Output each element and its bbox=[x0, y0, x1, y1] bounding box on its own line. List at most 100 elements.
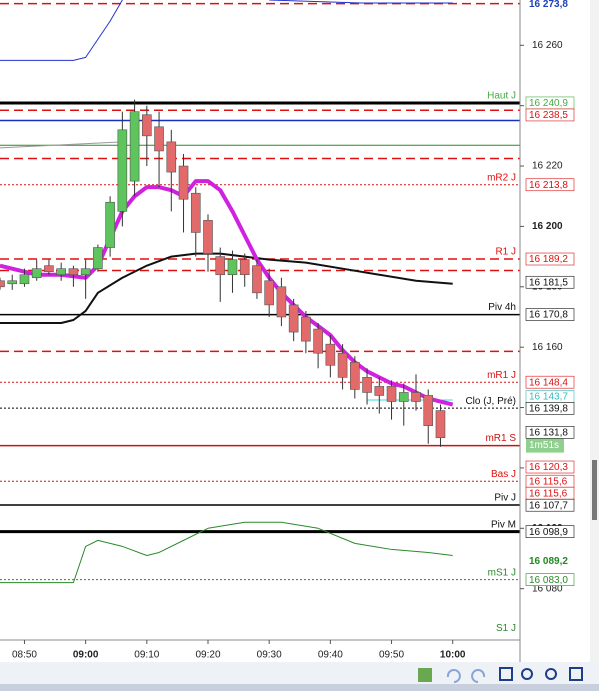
price-tag-label: 16 131,8 bbox=[529, 427, 568, 438]
toolbar bbox=[0, 662, 599, 691]
price-tag-label: 16 098,9 bbox=[529, 527, 568, 538]
price-tag-label: 16 240,9 bbox=[529, 98, 568, 109]
price-tag bbox=[526, 0, 594, 13]
candle-body bbox=[142, 114, 152, 137]
price-tag bbox=[525, 426, 575, 439]
candle-body bbox=[276, 286, 287, 318]
level-name: mR2 J bbox=[487, 172, 516, 183]
candle-body bbox=[398, 392, 409, 402]
price-tag-label: 16 115,6 bbox=[529, 476, 568, 487]
price-tag-label: 16 213,8 bbox=[529, 180, 568, 191]
candle-body bbox=[215, 256, 226, 276]
scrollbar-thumb[interactable] bbox=[592, 460, 597, 520]
y-tick-label: 16 080 bbox=[532, 583, 563, 594]
candle-body bbox=[325, 343, 336, 366]
zoom-out-button[interactable] bbox=[521, 668, 533, 680]
price-tag bbox=[525, 402, 575, 415]
level-name: S1 J bbox=[496, 623, 516, 634]
candle-body bbox=[301, 316, 311, 342]
candle-body bbox=[313, 328, 323, 354]
candle-body bbox=[239, 259, 250, 276]
candle-body bbox=[362, 377, 372, 393]
indicator-line bbox=[0, 0, 123, 61]
redo-button[interactable] bbox=[471, 669, 486, 683]
timer-label: 1m51s bbox=[529, 440, 559, 451]
candle-body bbox=[31, 268, 42, 279]
zoom-in-button[interactable] bbox=[545, 668, 557, 680]
candle-body bbox=[56, 268, 66, 276]
timer-tag bbox=[526, 438, 564, 453]
candle-body bbox=[166, 141, 177, 173]
candle-body bbox=[154, 126, 164, 152]
candle-body bbox=[288, 304, 299, 333]
price-tag bbox=[525, 525, 575, 538]
x-tick-label: 09:50 bbox=[379, 650, 404, 661]
level-name: Clo (J, Pré) bbox=[465, 396, 516, 407]
candle-body bbox=[435, 410, 446, 439]
y-tick-label: 16 160 bbox=[532, 342, 563, 353]
price-tag-label: 16 089,2 bbox=[529, 556, 568, 567]
undo-button[interactable] bbox=[446, 669, 461, 683]
y-tick-label: 16 260 bbox=[532, 40, 563, 51]
level-name: Piv M bbox=[491, 519, 516, 530]
x-tick-label: 09:00 bbox=[73, 650, 99, 661]
indicator-line bbox=[0, 141, 123, 149]
price-tag bbox=[525, 275, 575, 289]
candle-body bbox=[252, 265, 262, 294]
fit-button[interactable] bbox=[569, 667, 583, 681]
x-tick-label: 09:20 bbox=[195, 650, 220, 661]
candle-body bbox=[93, 247, 103, 269]
price-tag bbox=[525, 498, 575, 512]
candle-body bbox=[337, 352, 348, 378]
price-tag bbox=[526, 551, 594, 570]
scrollbar[interactable] bbox=[590, 0, 599, 662]
price-tag bbox=[525, 375, 575, 389]
indicator-line bbox=[0, 521, 453, 584]
candle-body bbox=[19, 274, 30, 285]
y-tick-label: 16 200 bbox=[532, 221, 563, 232]
x-tick-label: 09:30 bbox=[257, 650, 282, 661]
candle-body bbox=[386, 386, 397, 402]
candle-body bbox=[264, 280, 274, 306]
level-name: mS1 J bbox=[488, 567, 516, 578]
x-tick-label: 09:10 bbox=[134, 650, 159, 661]
price-tag-label: 16 189,2 bbox=[529, 254, 568, 265]
x-tick-label: 09:40 bbox=[318, 650, 343, 661]
price-tag bbox=[525, 308, 575, 321]
candle-body bbox=[203, 220, 213, 254]
y-tick-label: 16 220 bbox=[532, 161, 563, 172]
candle-body bbox=[117, 129, 128, 212]
level-name: mR1 S bbox=[485, 433, 516, 444]
price-tag bbox=[525, 573, 575, 586]
price-tag-label: 16 120,3 bbox=[529, 462, 568, 473]
price-tag bbox=[525, 108, 575, 122]
price-tag-label: 16 107,7 bbox=[529, 500, 568, 511]
candle-body bbox=[350, 361, 360, 390]
plot-area: Haut J mR2 J R1 J Piv 4h mR1 J Clo (J, Pré) mR… bbox=[0, 0, 520, 634]
price-tag-label: 16 273,8 bbox=[529, 0, 568, 10]
price-tag-label: 16 238,5 bbox=[529, 110, 568, 121]
price-tag-label: 16 148,4 bbox=[529, 377, 568, 388]
price-tag-label: 16 083,0 bbox=[529, 575, 568, 586]
candle-body bbox=[423, 395, 434, 426]
candle-body bbox=[80, 268, 91, 276]
zoom-box-button[interactable] bbox=[499, 667, 513, 681]
level-name: Haut J bbox=[487, 91, 516, 102]
candle-body bbox=[7, 280, 18, 285]
level-name: R1 J bbox=[495, 247, 516, 258]
level-name: mR1 J bbox=[487, 370, 516, 381]
candle-body bbox=[178, 165, 189, 200]
price-tag-label: 16 139,8 bbox=[529, 404, 568, 415]
toolbar-icon[interactable] bbox=[418, 668, 432, 682]
candle-body bbox=[0, 280, 5, 288]
price-tag-label: 16 143,7 bbox=[529, 392, 568, 403]
indicator-line bbox=[269, 0, 453, 4]
price-tag bbox=[525, 178, 575, 192]
candle-body bbox=[190, 192, 201, 233]
price-tag bbox=[525, 252, 575, 266]
candle-body bbox=[227, 259, 238, 276]
x-tick-label: 08:50 bbox=[12, 650, 37, 661]
